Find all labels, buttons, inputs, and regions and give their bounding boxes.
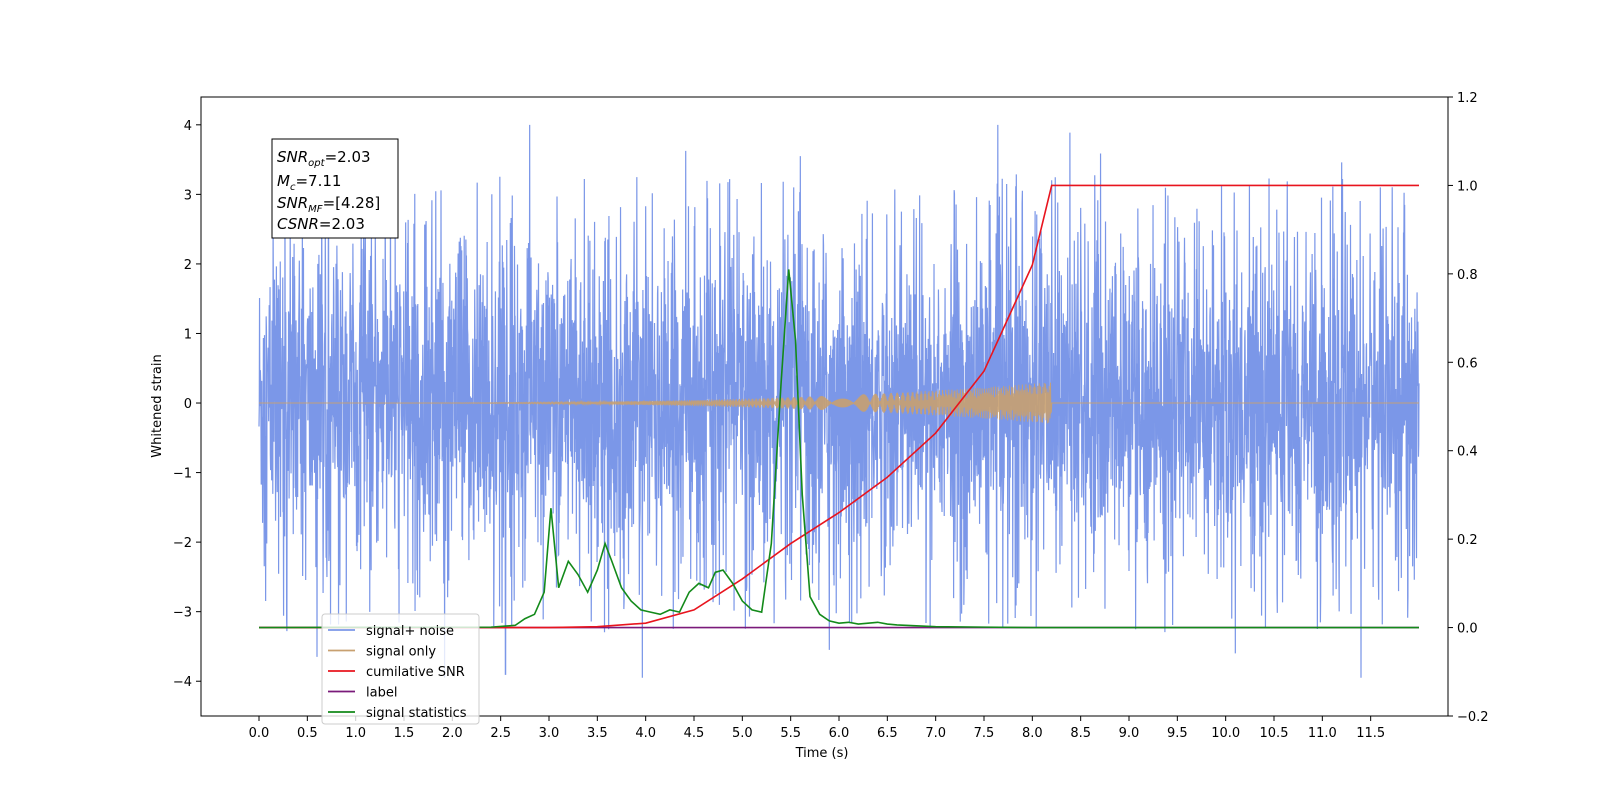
info-mc: Mc=7.11 <box>277 172 341 193</box>
y-tick-label: −3 <box>173 606 192 621</box>
series-cumulative-snr <box>259 184 1419 629</box>
y-tick-label: 2 <box>184 258 192 273</box>
y-tick-label: −1 <box>173 467 192 482</box>
legend-label: signal statistics <box>366 706 467 721</box>
x-axis: 0.0 0.5 1.0 1.5 2.0 2.5 3.0 3.5 4.0 4.5 5.0 5.5 6.0 6… <box>249 716 1385 741</box>
x-tick-label: 1.5 <box>394 726 415 741</box>
x-tick-label: 10.0 <box>1211 726 1240 741</box>
y2-tick-label: 1.2 <box>1457 91 1478 106</box>
x-tick-label: 9.5 <box>1167 726 1188 741</box>
x-tick-label: 7.5 <box>974 726 995 741</box>
info-csnr: CSNR=2.03 <box>277 215 365 233</box>
series-signal-noise <box>258 124 1420 678</box>
legend-label: signal+ noise <box>366 624 454 639</box>
y-tick-label: 0 <box>184 397 192 412</box>
legend-items: signal+ noise signal only cumilative SNR la… <box>328 624 467 721</box>
x-tick-label: 7.0 <box>925 726 946 741</box>
y2-tick-label: 0.2 <box>1457 533 1478 548</box>
y2-tick-label: 0.8 <box>1457 268 1478 283</box>
y2-tick-label: 0.4 <box>1457 445 1478 460</box>
legend: signal+ noise signal only cumilative SNR la… <box>321 613 480 725</box>
series-signal-statistics <box>258 269 1419 629</box>
x-tick-label: 5.5 <box>780 726 801 741</box>
y2-tick-label: −0.2 <box>1457 710 1489 725</box>
y2-tick-label: 0.6 <box>1457 356 1478 371</box>
x-tick-label: 2.5 <box>490 726 511 741</box>
y-tick-label: 3 <box>184 188 192 203</box>
x-tick-label: 0.5 <box>297 726 318 741</box>
x-tick-label: 4.0 <box>635 726 656 741</box>
plot-frame <box>200 96 1449 717</box>
x-tick-label: 11.5 <box>1356 726 1385 741</box>
x-tick-label: 5.0 <box>732 726 753 741</box>
x-tick-label: 4.5 <box>684 726 705 741</box>
series-signal-only <box>259 382 1419 424</box>
x-tick-label: 2.0 <box>442 726 463 741</box>
legend-label: cumilative SNR <box>366 665 465 680</box>
x-tick-label: 6.0 <box>829 726 850 741</box>
legend-label: label <box>366 686 397 701</box>
x-tick-label: 9.0 <box>1119 726 1140 741</box>
series-layer <box>258 124 1420 678</box>
x-tick-label: 8.0 <box>1022 726 1043 741</box>
y-tick-label: 1 <box>184 327 192 342</box>
x-tick-label: 1.0 <box>345 726 366 741</box>
y-tick-label: −2 <box>173 536 192 551</box>
y-tick-label: 4 <box>184 119 192 134</box>
y-axis-left: 4 3 2 1 0 −1 −2 −3 −4 <box>173 119 201 690</box>
y-axis-right: 1.2 1.0 0.8 0.6 0.4 0.2 0.0 −0.2 <box>1448 91 1489 725</box>
x-tick-label: 6.5 <box>877 726 898 741</box>
info-snr-mf: SNRMF=[4.28] <box>277 194 380 215</box>
y-axis-label: Whitened strain <box>150 354 165 457</box>
x-tick-label: 3.5 <box>587 726 608 741</box>
y2-tick-label: 1.0 <box>1457 179 1478 194</box>
info-box-frame <box>271 138 399 239</box>
info-box: SNRopt=2.03 Mc=7.11 SNRMF=[4.28] CSNR=2.… <box>271 138 399 239</box>
legend-label: signal only <box>366 645 436 660</box>
x-tick-label: 3.0 <box>539 726 560 741</box>
x-axis-label: Time (s) <box>795 746 849 761</box>
legend-frame <box>321 613 480 725</box>
x-tick-label: 11.0 <box>1308 726 1337 741</box>
y-tick-label: −4 <box>173 675 192 690</box>
x-tick-label: 10.5 <box>1260 726 1289 741</box>
x-tick-label: 0.0 <box>249 726 270 741</box>
x-tick-label: 8.5 <box>1070 726 1091 741</box>
y2-tick-label: 0.0 <box>1457 622 1478 637</box>
info-snr-opt: SNRopt=2.03 <box>277 148 371 169</box>
